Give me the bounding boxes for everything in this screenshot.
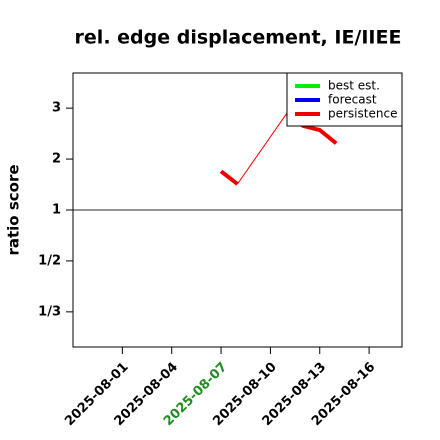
y-axis-label: ratio score: [5, 164, 23, 255]
legend-label: persistence: [328, 107, 397, 121]
y-tick-label: 1: [52, 203, 61, 218]
chart-title: rel. edge displacement, IE/IIEE: [75, 27, 402, 49]
y-tick-label: 3: [52, 101, 61, 116]
y-tick-label: 1/3: [38, 304, 61, 319]
plot-frame: [72, 72, 403, 348]
legend-label: forecast: [328, 93, 377, 107]
legend-label: best est.: [328, 79, 380, 93]
y-tick-label: 1/2: [38, 253, 61, 268]
y-tick-label: 2: [52, 152, 61, 167]
gap-bridge: [237, 112, 288, 185]
